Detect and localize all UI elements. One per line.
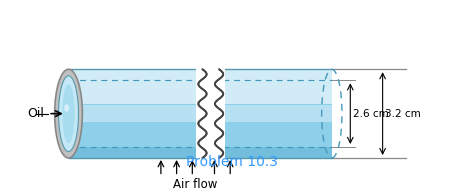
Bar bbox=[223, 69, 332, 104]
Bar bbox=[68, 105, 198, 122]
Text: Air flow: Air flow bbox=[173, 178, 217, 191]
Text: 2.6 cm: 2.6 cm bbox=[353, 109, 389, 119]
Text: Problem 10.3: Problem 10.3 bbox=[186, 155, 278, 169]
Bar bbox=[196, 68, 225, 159]
Bar bbox=[223, 147, 332, 158]
Bar bbox=[223, 105, 332, 122]
Ellipse shape bbox=[62, 84, 75, 143]
Bar bbox=[223, 69, 332, 158]
Bar bbox=[68, 147, 198, 158]
Text: 3.2 cm: 3.2 cm bbox=[385, 109, 421, 119]
Text: Oil: Oil bbox=[27, 107, 44, 120]
Ellipse shape bbox=[59, 76, 79, 151]
Bar bbox=[68, 69, 198, 104]
Bar bbox=[202, 69, 219, 158]
Ellipse shape bbox=[55, 69, 82, 158]
Ellipse shape bbox=[64, 104, 69, 112]
Bar bbox=[68, 69, 198, 158]
